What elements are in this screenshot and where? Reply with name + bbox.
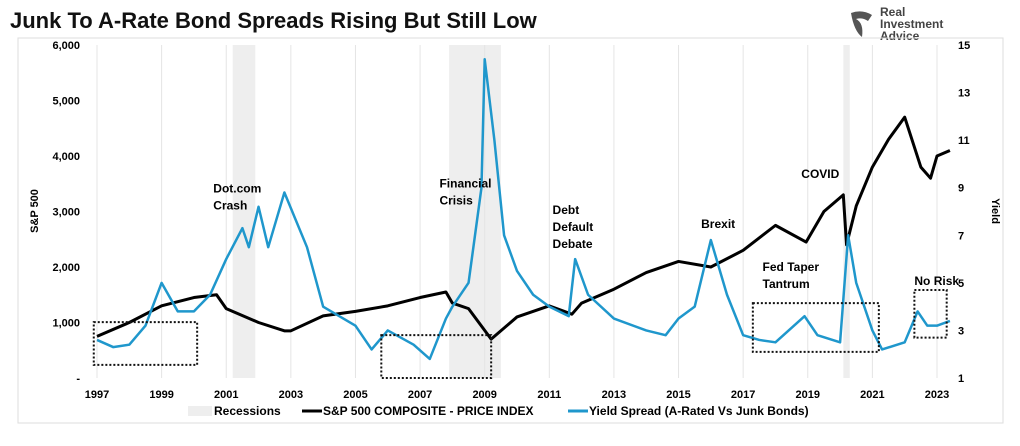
annotation-line: Brexit [701,217,735,231]
legend-swatch-recessions [188,406,212,416]
eagle-logo-icon [851,11,872,37]
y-axis-label: S&P 500 [29,189,41,233]
annotation: Debt Default Debate [553,203,594,251]
annotation-line: Fed Taper [763,260,820,274]
recession-band [449,45,501,378]
annotation-line: Dot.com [213,181,261,195]
recession-band [843,45,850,378]
legend-label: Recessions [214,404,281,418]
highlight-box [751,302,880,353]
annotation: Dot.com Crash [213,181,261,212]
y2-tick-label: 13 [958,88,970,100]
highlight-box [913,288,948,339]
annotation: Brexit [701,217,735,231]
chart-frame [17,37,1004,424]
y-tick-label: 1,000 [52,318,80,330]
y2-tick-label: 9 [958,183,964,195]
annotation: COVID [801,167,839,181]
y-tick-label: 4,000 [52,151,80,163]
annotation: No Risk [914,274,959,288]
y-tick-label: 2,000 [52,262,80,274]
annotation: Fed Taper Tantrum [763,260,820,291]
y2-tick-label: 11 [958,135,970,147]
y2-tick-label: 1 [958,373,964,385]
recession-band [232,45,256,378]
y2-tick-label: 15 [958,40,970,52]
highlight-box [92,321,199,366]
x-tick-label: 1997 [85,389,109,401]
annotation-line: COVID [801,167,839,181]
x-tick-label: 2023 [925,389,949,401]
y-tick-label: - [76,373,80,385]
y2-tick-label: 7 [958,230,964,242]
sp500-line [96,115,951,341]
x-tick-label: 2003 [279,389,303,401]
y-tick-label: 6,000 [52,40,80,52]
x-tick-label: 1999 [149,389,173,401]
logo-text: Investment [880,17,944,31]
annotation-line: Debate [553,237,593,251]
annotation-line: Debt [553,203,580,217]
annotation-line: No Risk [914,274,959,288]
y2-axis-label: Yield [989,198,1001,224]
annotation-line: Financial [439,177,491,191]
x-tick-label: 2007 [408,389,432,401]
annotation: Financial Crisis [439,177,491,208]
logo-text: Advice [880,29,920,43]
legend-label: Yield Spread (A-Rated Vs Junk Bonds) [589,404,809,418]
x-tick-label: 2017 [731,389,755,401]
x-tick-label: 2013 [602,389,626,401]
x-tick-label: 2009 [472,389,496,401]
logo: Real Investment Advice [848,6,943,42]
annotation-line: Default [553,220,594,234]
annotation-line: Crash [213,198,247,212]
x-tick-label: 2021 [860,389,884,401]
spread-line [96,58,951,361]
annotation-line: Crisis [439,194,473,208]
annotation-line: Tantrum [763,277,810,291]
x-tick-label: 2015 [666,389,690,401]
chart-title: Junk To A-Rate Bond Spreads Rising But S… [10,8,537,33]
x-tick-label: 2011 [537,389,561,401]
legend-label: S&P 500 COMPOSITE - PRICE INDEX [323,404,534,418]
y2-tick-label: 5 [958,278,964,290]
logo-text: Real [880,5,906,19]
x-tick-label: 2019 [796,389,820,401]
y2-tick-label: 3 [958,325,964,337]
x-tick-label: 2005 [343,389,367,401]
x-tick-label: 2001 [214,389,238,401]
y-tick-label: 5,000 [52,96,80,108]
y-tick-label: 3,000 [52,207,80,219]
